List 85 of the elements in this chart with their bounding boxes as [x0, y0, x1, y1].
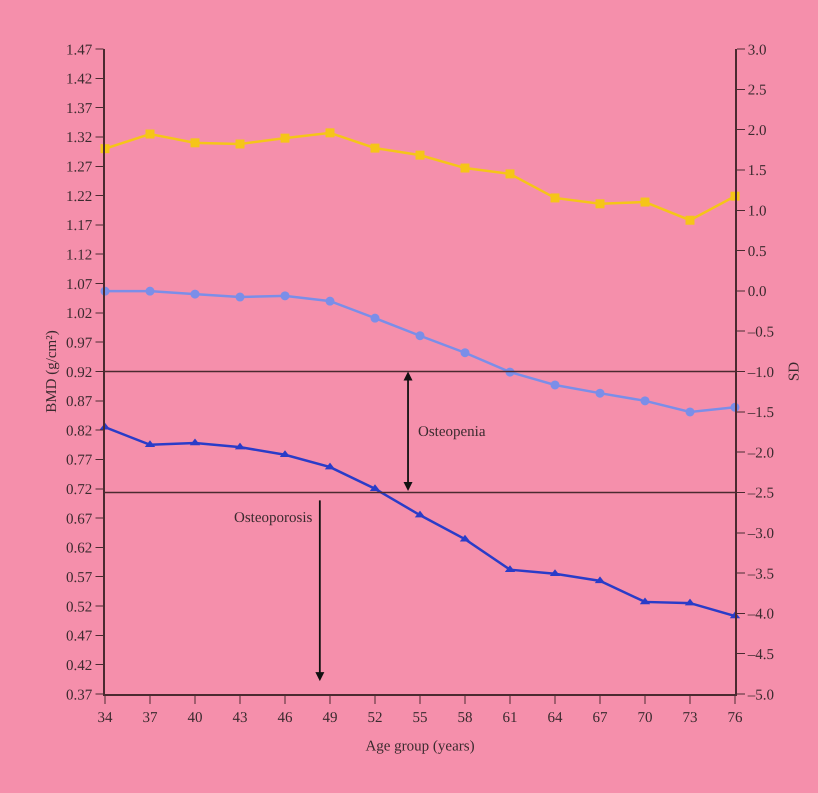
y2-tick-label: 0.0	[748, 284, 766, 300]
point	[370, 314, 380, 323]
point	[506, 169, 514, 178]
y-tick-label: 0.67	[66, 511, 93, 528]
point	[686, 216, 694, 225]
y2-tick-label: –2.5	[746, 486, 774, 502]
point	[596, 199, 604, 208]
point	[190, 138, 200, 148]
point	[640, 198, 650, 207]
point	[146, 286, 154, 296]
x-tick-label: 52	[368, 710, 382, 726]
y2-tick-label: –3.5	[746, 566, 774, 582]
y-tick-label: 0.57	[66, 570, 93, 586]
point	[280, 134, 290, 143]
y-tick-label: 0.82	[66, 423, 92, 440]
point	[326, 128, 334, 138]
point	[460, 348, 470, 358]
point	[640, 396, 650, 406]
x-tick-label: 64	[548, 710, 563, 726]
x-tick-label: 61	[502, 710, 518, 726]
point	[326, 296, 334, 306]
y2-tick-label: –2.0	[746, 445, 774, 462]
annotation: Osteoporosis	[234, 510, 312, 526]
y-tick-label: 0.62	[66, 540, 92, 557]
x-tick-label: 58	[458, 710, 472, 726]
y-tick-label: 1.47	[66, 42, 93, 58]
x-tick-label: 55	[412, 710, 428, 726]
point	[416, 150, 424, 160]
y-tick-label: 1.22	[66, 188, 92, 205]
point	[280, 291, 290, 300]
point	[190, 290, 200, 299]
x-axis-title: Age group (years)	[365, 738, 475, 754]
y2-tick-label: 1.0	[748, 204, 766, 220]
y-tick-label: 1.37	[66, 100, 93, 117]
x-tick-label: 40	[188, 710, 202, 726]
point	[416, 331, 424, 340]
y-tick-label: 1.32	[66, 130, 92, 146]
y-tick-label: 0.77	[66, 452, 93, 469]
y-tick-label: 0.42	[66, 658, 92, 674]
x-tick-label: 46	[278, 710, 293, 726]
point	[146, 130, 154, 139]
y2-tick-label: –5.0	[746, 687, 774, 704]
point	[460, 164, 470, 173]
y2-tick-label: 0.5	[748, 244, 766, 260]
y-tick-label: 0.47	[66, 628, 93, 645]
y2-tick-label: 2.0	[748, 122, 766, 139]
x-tick-label: 70	[638, 710, 652, 726]
x-tick-label: 34	[98, 710, 113, 726]
y-tick-label: 0.87	[66, 394, 93, 410]
x-tick-label: 73	[682, 710, 698, 726]
y2-tick-label: –1.0	[746, 364, 774, 381]
point	[550, 380, 560, 390]
y2-tick-label: –1.5	[746, 405, 774, 422]
point	[550, 193, 560, 202]
x-tick-label: 37	[142, 710, 158, 726]
y-tick-label: 1.07	[66, 276, 93, 293]
y-axis-title: BMD (g/cm²)	[44, 330, 60, 413]
point	[236, 292, 244, 302]
y2-tick-label: 1.5	[748, 163, 766, 180]
y2-axis-title: SD	[786, 362, 802, 382]
y-tick-label: 1.02	[66, 306, 92, 322]
point	[596, 388, 604, 398]
x-tick-label: 76	[728, 710, 743, 726]
y-tick-label: 1.42	[66, 72, 92, 88]
y2-tick-label: –0.5	[746, 324, 774, 340]
y2-tick-label: –4.0	[746, 606, 774, 623]
y-tick-label: 1.12	[66, 247, 92, 264]
point	[236, 139, 244, 148]
y-tick-label: 1.17	[66, 218, 93, 234]
point	[370, 144, 380, 153]
x-tick-label: 43	[232, 710, 248, 726]
y2-tick-label: 3.0	[748, 42, 766, 58]
y-tick-label: 0.72	[66, 482, 92, 498]
point	[686, 407, 694, 416]
x-tick-label: 67	[592, 710, 608, 726]
y-tick-label: 0.92	[66, 364, 92, 381]
y-tick-label: 1.27	[66, 160, 93, 176]
y2-tick-label: –4.5	[746, 646, 774, 663]
y-tick-label: 0.37	[66, 687, 93, 704]
x-tick-label: 49	[322, 710, 338, 726]
y-tick-label: 0.97	[66, 335, 93, 352]
annotation: Osteopenia	[418, 424, 486, 440]
y2-tick-label: –3.0	[746, 526, 774, 542]
y-tick-label: 0.52	[66, 599, 92, 616]
y2-tick-label: 2.5	[748, 82, 766, 99]
